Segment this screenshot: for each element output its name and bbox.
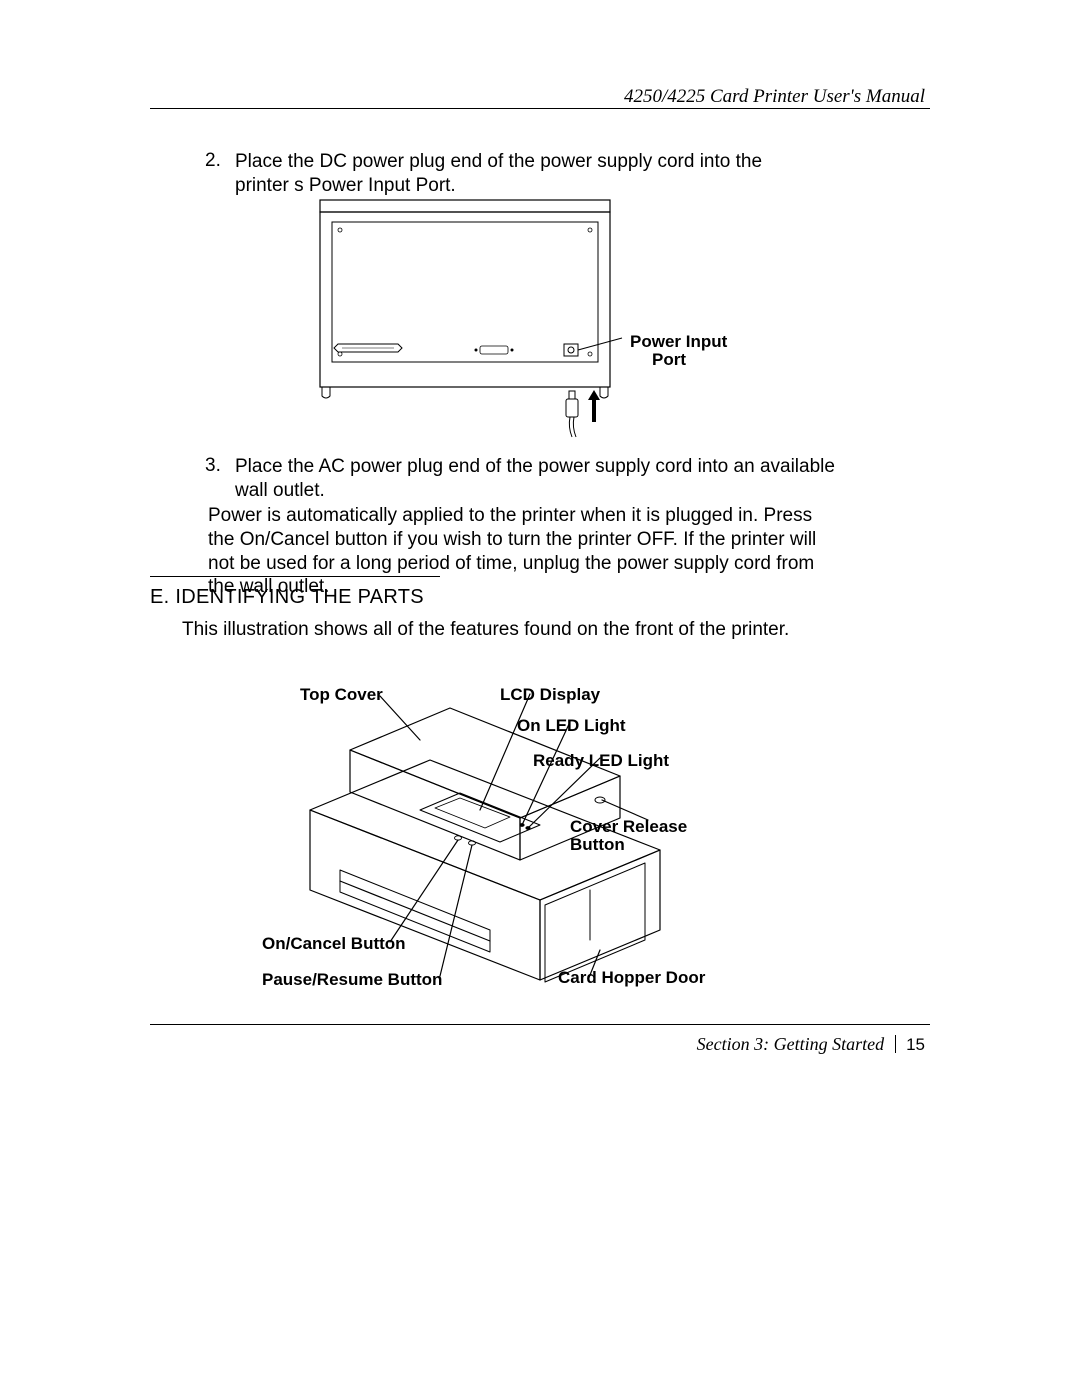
step-3-text: Place the AC power plug end of the power… [235, 455, 840, 503]
page-header: 4250/4225 Card Printer User's Manual [624, 86, 925, 108]
footer-page-number: 15 [906, 1035, 925, 1054]
label-on-cancel: On/Cancel Button [262, 934, 406, 954]
label-lcd-display: LCD Display [500, 685, 600, 705]
label-on-led: On LED Light [517, 716, 626, 736]
label-card-hopper: Card Hopper Door [558, 968, 705, 988]
label-cover-release-button: Button [570, 835, 625, 855]
step-2-text: Place the DC power plug end of the power… [235, 150, 820, 198]
label-cover-release: Cover Release [570, 817, 687, 837]
manual-page: 4250/4225 Card Printer User's Manual 2. … [0, 0, 1080, 1397]
step-2-number: 2. [205, 150, 221, 172]
label-port: Port [652, 350, 686, 370]
power-paragraph: Power is automatically applied to the pr… [208, 504, 838, 599]
footer-section: Section 3: Getting Started [697, 1034, 884, 1054]
label-power-input: Power Input [630, 332, 727, 352]
step-3-number: 3. [205, 455, 221, 477]
header-rule [150, 108, 930, 109]
page-footer: Section 3: Getting Started 15 [697, 1034, 925, 1055]
label-pause-resume: Pause/Resume Button [262, 970, 442, 990]
section-rule [150, 576, 440, 577]
label-ready-led: Ready LED Light [533, 751, 669, 771]
footer-rule [150, 1024, 930, 1025]
section-intro: This illustration shows all of the featu… [182, 618, 842, 642]
footer-separator [895, 1035, 896, 1053]
label-top-cover: Top Cover [300, 685, 383, 705]
section-title: E. IDENTIFYING THE PARTS [150, 586, 424, 609]
power-port-diagram [320, 200, 640, 440]
